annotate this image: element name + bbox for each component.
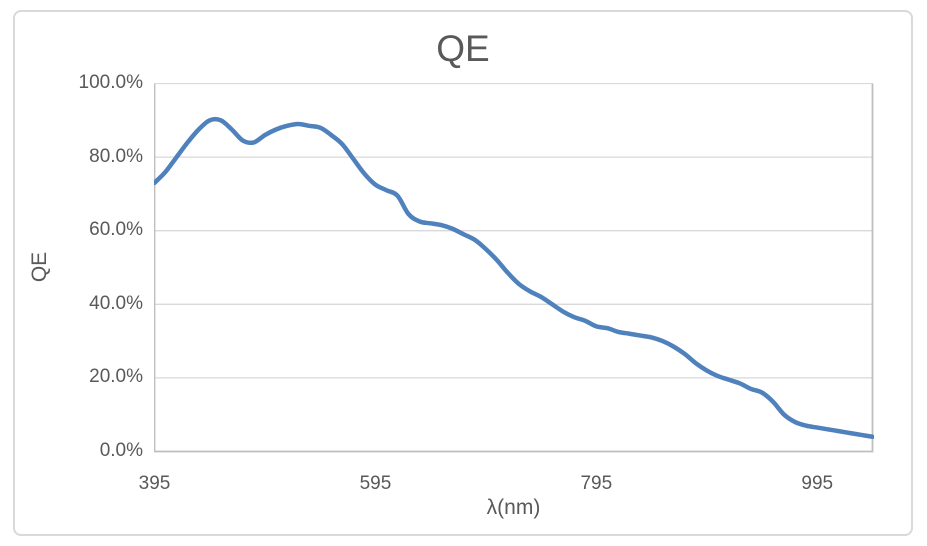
y-tick-label-40.0%: 40.0% <box>89 292 143 314</box>
y-tick-label-60.0%: 60.0% <box>89 219 143 241</box>
axis-lines <box>154 83 874 453</box>
y-axis-title: QE <box>28 251 51 283</box>
x-tick-label-595: 595 <box>359 473 392 494</box>
chart-title: QE <box>436 28 490 69</box>
x-tick-label-795: 795 <box>580 473 613 494</box>
y-tick-label-0.0%: 0.0% <box>99 440 143 461</box>
qe-series-line <box>154 116 874 440</box>
y-tick-label-100.0%: 100.0% <box>78 72 143 93</box>
y-tick-label-80.0%: 80.0% <box>89 145 143 167</box>
x-axis-title: λ(nm) <box>486 496 541 519</box>
x-tick-label-395: 395 <box>138 473 171 494</box>
x-tick-label-995: 995 <box>801 473 834 494</box>
y-tick-label-20.0%: 20.0% <box>89 366 143 388</box>
chart-area-border <box>13 10 913 536</box>
plot-area <box>154 83 874 453</box>
